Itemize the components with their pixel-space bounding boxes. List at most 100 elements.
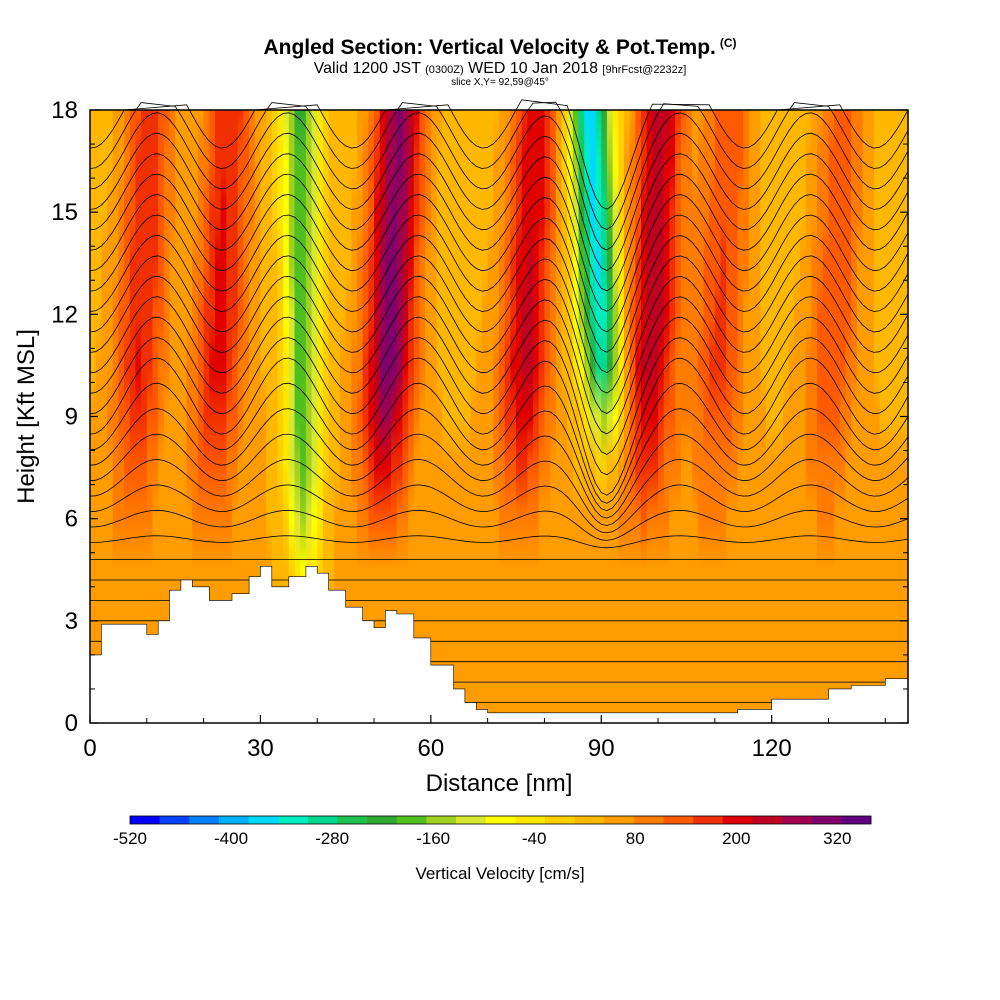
field-column — [464, 110, 472, 723]
field-column — [180, 110, 188, 723]
forecast-info: [9hrFcst@2232z] — [602, 64, 687, 76]
field-column — [748, 110, 756, 723]
field-column — [368, 110, 375, 723]
field-column — [152, 110, 159, 723]
colorbar-tick-label: -400 — [214, 829, 248, 848]
field-column — [499, 110, 506, 723]
field-column — [95, 110, 102, 723]
colorbar-tick-label: 320 — [823, 829, 851, 848]
field-column — [612, 110, 619, 723]
field-column — [737, 110, 744, 723]
field-column — [266, 110, 273, 723]
field-column — [885, 110, 892, 723]
field-column — [890, 110, 898, 723]
y-tick-label: 9 — [65, 404, 78, 431]
field-column — [800, 110, 807, 723]
field-column — [442, 110, 449, 723]
x-tick-label: 60 — [417, 735, 444, 762]
y-tick-label: 18 — [51, 97, 78, 124]
field-column — [510, 110, 517, 723]
colorbar-tick-label: -280 — [315, 829, 349, 848]
field-column — [760, 110, 767, 723]
field-column — [828, 110, 835, 723]
field-column — [476, 110, 483, 723]
field-column — [680, 110, 688, 723]
colorbar-swatch — [693, 816, 724, 824]
field-column — [396, 110, 404, 723]
chart-title: Angled Section: Vertical Velocity & Pot.… — [0, 36, 1000, 60]
colorbar-swatch — [189, 816, 220, 824]
field-column — [294, 110, 301, 723]
field-column — [873, 110, 881, 723]
colorbar-swatch — [456, 816, 486, 824]
terrain-profile — [89, 566, 909, 724]
field-column — [436, 110, 443, 723]
field-column — [754, 110, 761, 723]
field-column — [283, 110, 290, 723]
field-column — [118, 110, 125, 723]
colorbar-tick-label: 80 — [626, 829, 645, 848]
pot-temp-contour-line — [89, 408, 909, 512]
colorbar-swatch — [722, 816, 753, 824]
field-column — [419, 110, 426, 723]
field-column — [618, 110, 625, 723]
field-column — [203, 110, 210, 723]
colorbar: -520 -400 -280 -160 -40 80 200 320 — [113, 815, 872, 848]
field-column — [533, 110, 540, 723]
field-column — [879, 110, 886, 723]
field-column — [538, 110, 546, 723]
field-column — [794, 110, 801, 723]
field-column — [243, 110, 250, 723]
field-column — [675, 110, 682, 723]
field-column — [777, 110, 784, 723]
pot-temp-contour-line — [89, 509, 909, 541]
colorbar-swatch — [426, 816, 457, 824]
field-column — [146, 110, 154, 723]
field-column — [606, 110, 614, 723]
field-column — [260, 110, 267, 723]
pot-temp-contour-line — [89, 153, 909, 292]
field-column — [322, 110, 330, 723]
pot-temp-contours — [89, 99, 909, 703]
field-column — [731, 110, 739, 723]
colorbar-swatch — [574, 816, 605, 824]
field-column — [658, 110, 665, 723]
field-column — [561, 110, 568, 723]
field-column — [356, 110, 364, 723]
field-column — [567, 110, 574, 723]
pot-temp-contour-line — [89, 112, 909, 251]
colorbar-swatch — [633, 816, 664, 824]
field-column — [345, 110, 352, 723]
colorbar-tick-label: -520 — [113, 829, 147, 848]
field-column — [254, 110, 262, 723]
field-column — [635, 110, 642, 723]
field-column — [158, 110, 165, 723]
field-column — [601, 110, 608, 723]
field-column — [209, 110, 216, 723]
colorbar-swatch — [159, 816, 190, 824]
field-column — [288, 110, 296, 723]
field-column — [362, 110, 369, 723]
y-tick-label: 3 — [65, 608, 78, 635]
pot-temp-contour-line — [89, 99, 909, 210]
colorbar-tick-label: -160 — [416, 829, 450, 848]
pot-temp-contour-line — [89, 255, 909, 394]
field-column — [232, 110, 239, 723]
pot-temp-contour-line — [90, 535, 909, 549]
colorbar-tick-label: 200 — [722, 829, 750, 848]
field-column — [595, 110, 602, 723]
pot-temp-contour-line — [89, 275, 909, 414]
y-tick-label: 0 — [65, 710, 78, 737]
field-column — [544, 110, 551, 723]
field-column — [351, 110, 358, 723]
field-column — [129, 110, 137, 723]
colorbar-swatch — [307, 816, 338, 824]
field-column — [413, 110, 421, 723]
field-column — [408, 110, 415, 723]
field-column — [845, 110, 852, 723]
x-tick-label: 0 — [83, 735, 96, 762]
pot-temp-contour-line — [89, 337, 909, 476]
field-column — [703, 110, 710, 723]
pot-temp-contour-line — [89, 316, 909, 455]
chart-title-text: Angled Section: Vertical Velocity & Pot.… — [263, 36, 716, 59]
